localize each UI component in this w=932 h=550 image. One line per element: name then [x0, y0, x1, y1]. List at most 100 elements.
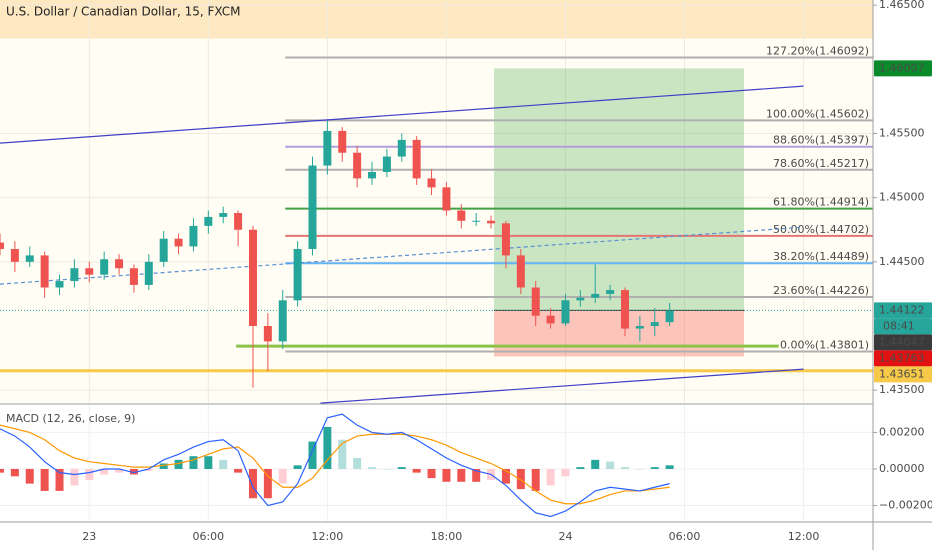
fib-label: 23.60%(1.44226) [773, 284, 869, 297]
candle-body [338, 130, 347, 153]
candle-body [457, 210, 466, 221]
histogram-bar [159, 463, 168, 469]
main-pane [0, 0, 873, 403]
fib-label: 88.60%(1.45397) [773, 134, 869, 147]
price-tag-label: 1.44122 [879, 303, 925, 316]
y-tick-label: 1.45500 [879, 126, 925, 139]
candle-body [85, 268, 94, 275]
candle-body [144, 261, 153, 285]
histogram-bar [412, 468, 421, 473]
histogram-bar [576, 467, 585, 469]
histogram-bar [144, 468, 153, 471]
x-tick-label: 23 [82, 530, 96, 543]
plot-layer: 127.20%(1.46092) 100.00%(1.45602) 88.60%(1… [0, 0, 873, 522]
y-tick-label: 1.43500 [879, 383, 925, 396]
fib-label: 78.60%(1.45217) [773, 157, 869, 170]
indicator-pane [0, 405, 873, 522]
histogram-bar [457, 468, 466, 482]
x-tick-label: 12:00 [312, 530, 344, 543]
candle-body [0, 242, 4, 249]
price-tag [874, 302, 932, 319]
histogram-bar [427, 468, 436, 479]
candle-body [10, 248, 19, 262]
histogram-bar [353, 458, 362, 469]
candle-body [650, 322, 659, 326]
candle-body [234, 213, 243, 230]
price-tag-label: 1.46007 [879, 61, 925, 74]
y-tick-label: 1.45000 [879, 191, 925, 204]
histogram-bar [665, 465, 674, 469]
x-tick-label: 12:00 [788, 530, 820, 543]
candle-body [100, 259, 109, 275]
candle-body [635, 325, 644, 329]
y-tick-label: 0.00000 [879, 462, 925, 475]
histogram-bar [442, 468, 451, 482]
fib-label: 0.00%(1.43801) [780, 339, 869, 352]
candle-body [472, 220, 481, 222]
y-tick-label: −0.00200 [879, 499, 932, 512]
candle-body [427, 178, 436, 188]
histogram-bar [189, 456, 198, 469]
candle-body [174, 238, 183, 247]
histogram-bar [55, 468, 64, 491]
histogram-bar [70, 468, 79, 486]
candle-body [606, 290, 615, 294]
histogram-bar [115, 468, 124, 473]
candle-body [412, 139, 421, 179]
histogram-bar [248, 468, 257, 499]
histogram-bar [129, 468, 138, 475]
histogram-bar [501, 468, 510, 484]
candle-body [368, 171, 377, 179]
resistance-zone [0, 0, 873, 39]
histogram-bar [174, 459, 183, 469]
candle-body [55, 281, 64, 288]
fib-label: 50.00%(1.44702) [773, 223, 869, 236]
histogram-bar [100, 468, 109, 475]
candle-body [189, 225, 198, 247]
candle-body [561, 300, 570, 324]
candle-body [25, 255, 34, 262]
x-tick-label: 06:00 [192, 530, 224, 543]
candle-body [40, 255, 49, 288]
histogram-bar [531, 468, 540, 491]
histogram-bar [234, 468, 243, 473]
candle-body [501, 223, 510, 256]
histogram-bar [323, 426, 332, 469]
histogram-bar [620, 467, 629, 469]
histogram-bar [85, 468, 94, 480]
chart-title: U.S. Dollar / Canadian Dollar, 15, FXCM [6, 5, 241, 19]
histogram-bar [204, 456, 213, 469]
candle-body [531, 287, 540, 316]
candle-body [665, 310, 674, 323]
countdown-tag [874, 318, 932, 335]
histogram-bar [382, 468, 391, 470]
y-tick-label: 0.00200 [879, 425, 925, 438]
histogram-bar [606, 461, 615, 469]
candle-body [115, 259, 124, 269]
candle-body [620, 290, 629, 329]
candle-body [70, 268, 79, 282]
indicator-title: MACD (12, 26, close, 9) [6, 412, 135, 425]
price-tag [874, 366, 932, 383]
histogram-bar [25, 468, 34, 484]
candle-body [353, 152, 362, 179]
candle-body [293, 248, 302, 301]
candle-body [323, 130, 332, 166]
candle-body [442, 187, 451, 211]
price-tag-label: 1.44047 [879, 335, 925, 348]
candle-body [487, 220, 496, 224]
trendline [0, 85, 804, 144]
histogram-bar [10, 468, 19, 477]
histogram-bar [368, 467, 377, 469]
price-tag-label: 1.43763 [879, 351, 925, 364]
fib-label: 100.00%(1.45602) [766, 107, 869, 120]
fib-label: 61.80%(1.44914) [773, 196, 869, 209]
candle-body [591, 293, 600, 298]
candle-body [159, 238, 168, 262]
macd-line [0, 413, 670, 518]
signal-line [0, 424, 670, 505]
price-tag [874, 60, 932, 77]
histogram-bar [308, 441, 317, 469]
candle-body [204, 216, 213, 226]
candle-body [546, 315, 555, 324]
